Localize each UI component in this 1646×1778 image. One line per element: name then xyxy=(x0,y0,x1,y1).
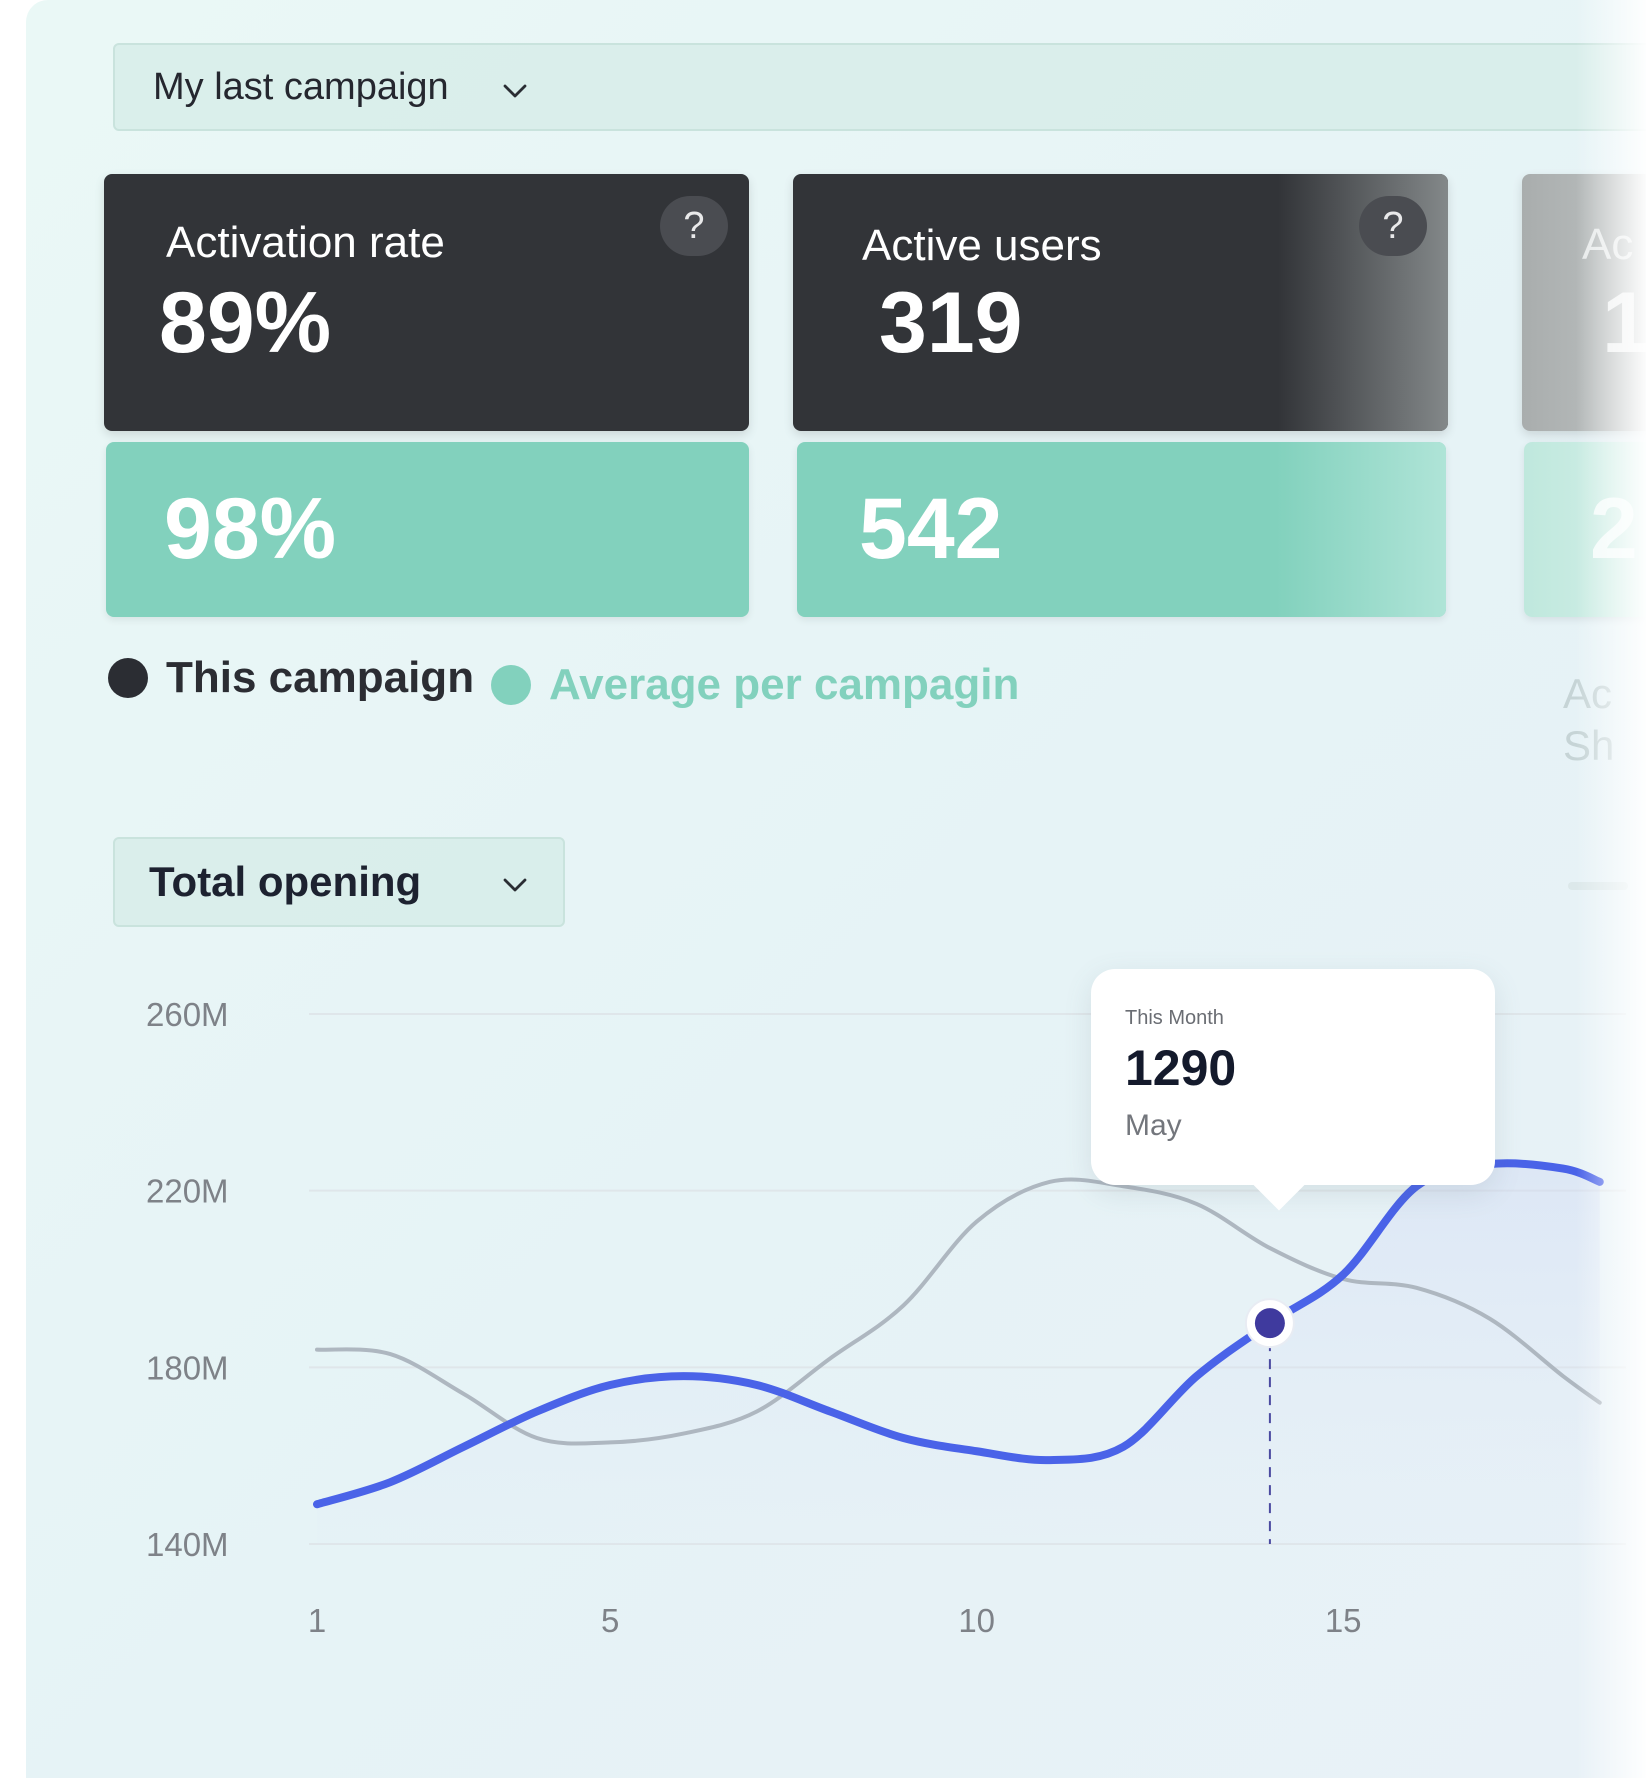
metric-select-label: Total opening xyxy=(149,858,422,905)
chevron-down-icon xyxy=(503,878,527,892)
question-icon: ? xyxy=(683,204,705,247)
y-tick-label: 220M xyxy=(146,1173,229,1210)
chevron-down-icon xyxy=(503,84,527,98)
series-line-this-campaign xyxy=(313,1159,1604,1509)
chart-tooltip: This Month 1290 May xyxy=(1091,969,1495,1211)
activation-rate-title: Activation rate xyxy=(166,218,445,267)
side-text-line1: Ac xyxy=(1563,670,1613,717)
tooltip-month: May xyxy=(1125,1109,1182,1142)
activation-rate-average-value: 98% xyxy=(164,481,337,577)
legend-label-this-campaign: This campaign xyxy=(166,653,475,702)
active-users-card: Active users 319 ? xyxy=(793,174,1448,431)
x-tick-label: 1 xyxy=(308,1602,326,1639)
active-users-average-value: 542 xyxy=(859,481,1003,577)
series-line-average xyxy=(315,1177,1602,1446)
legend-dot-green xyxy=(491,665,531,705)
y-tick-label: 260M xyxy=(146,996,229,1033)
legend-this-campaign: This campaign xyxy=(108,653,474,703)
third-metric-average-card: 2 xyxy=(1524,442,1646,617)
activation-rate-value: 89% xyxy=(159,275,332,371)
y-tick-label: 140M xyxy=(146,1526,229,1563)
x-tick-label: 10 xyxy=(958,1602,995,1639)
area-fill xyxy=(317,1163,1600,1544)
dashboard-panel: My last campaign Activation rate 89% ? 9… xyxy=(26,0,1646,1778)
metric-select[interactable]: Total opening xyxy=(113,837,565,927)
active-users-title: Active users xyxy=(862,221,1102,270)
activation-rate-card: Activation rate 89% ? xyxy=(104,174,749,431)
third-metric-average-value: 2 xyxy=(1590,481,1638,577)
question-icon: ? xyxy=(1382,204,1404,247)
tooltip-caption: This Month xyxy=(1125,1007,1224,1029)
active-users-value: 319 xyxy=(879,275,1023,371)
campaign-select[interactable]: My last campaign xyxy=(113,43,1646,131)
help-button[interactable]: ? xyxy=(660,196,728,256)
scroll-indicator[interactable] xyxy=(1568,882,1628,890)
tooltip-value: 1290 xyxy=(1125,1040,1237,1096)
y-tick-label: 180M xyxy=(146,1349,229,1386)
help-button[interactable]: ? xyxy=(1359,196,1427,256)
third-metric-value: 1 xyxy=(1602,275,1646,371)
highlight-point xyxy=(1254,1308,1285,1339)
side-text-line2: Sh xyxy=(1563,722,1615,769)
x-tick-label: 5 xyxy=(601,1602,619,1639)
legend-dot-dark xyxy=(108,658,148,698)
x-tick-label: 15 xyxy=(1325,1602,1362,1639)
legend-label-average: Average per campagin xyxy=(549,660,1020,709)
campaign-select-label: My last campaign xyxy=(153,65,449,108)
legend-average: Average per campagin xyxy=(491,660,1019,710)
third-metric-card: Ac 1 xyxy=(1522,174,1646,431)
activation-rate-average-card: 98% xyxy=(106,442,749,617)
third-metric-title: Ac xyxy=(1582,220,1634,269)
active-users-average-card: 542 xyxy=(797,442,1446,617)
